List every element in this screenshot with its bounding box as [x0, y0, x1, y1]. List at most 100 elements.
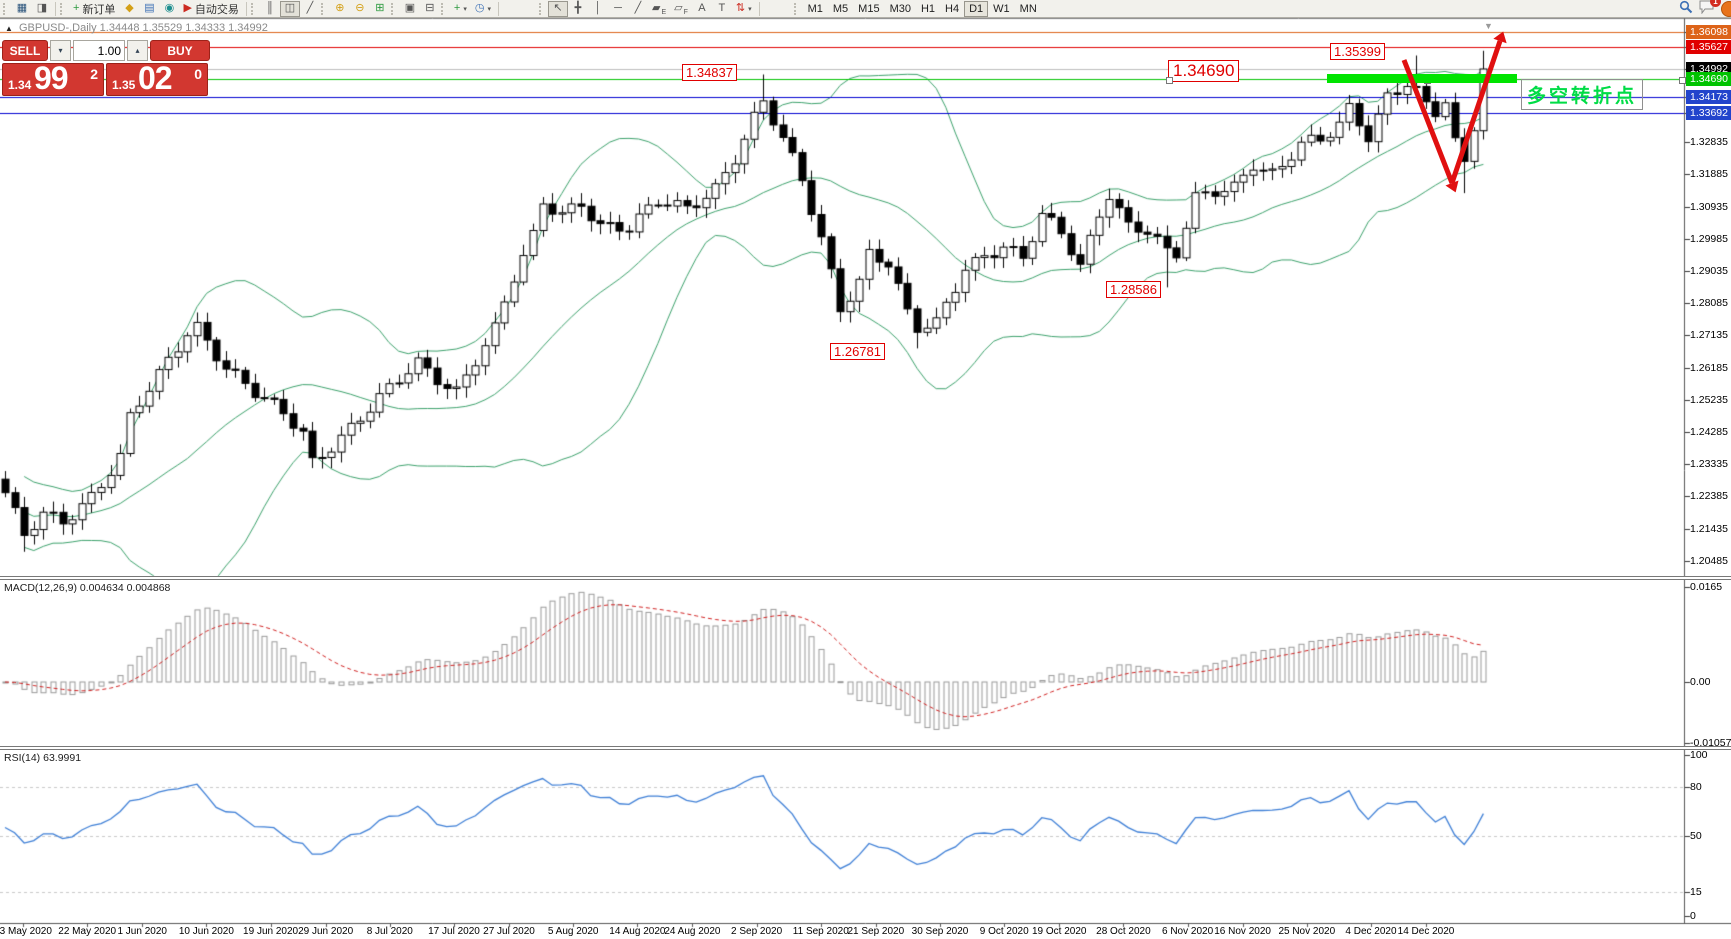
zoom-out-button[interactable]: ⊖: [350, 1, 370, 17]
timeframe-button-m1[interactable]: M1: [803, 1, 828, 17]
alerts-icon[interactable]: [1721, 1, 1731, 17]
toolbar-grip[interactable]: [320, 2, 327, 15]
sell-price-display[interactable]: 1.34 99 2: [2, 60, 104, 96]
text-tool-button[interactable]: A: [692, 1, 712, 17]
buy-price-display[interactable]: 1.35 02 0: [106, 60, 208, 96]
toolbar-group-indicators: + ▾ ◷ ▾: [440, 0, 495, 18]
toolbar-grip[interactable]: [440, 2, 447, 15]
date-axis-label: 16 Nov 2020: [1214, 926, 1271, 937]
rsi-pane-resize-handle[interactable]: [0, 746, 1731, 750]
level-price-axis-label: 1.34690: [1686, 72, 1731, 87]
rsi-axis-label: 50: [1690, 829, 1702, 842]
horizontal-line-tool-button[interactable]: ─: [608, 1, 628, 17]
horizontal-line-icon: ─: [614, 2, 622, 14]
crosshair-tool-button[interactable]: ╋: [568, 1, 588, 17]
bar-chart-button[interactable]: ║: [260, 1, 280, 17]
auto-trading-button[interactable]: ▶ 自动交易: [179, 1, 242, 17]
trendline-tool-button[interactable]: ╱: [628, 1, 648, 17]
timeframe-button-m5[interactable]: M5: [828, 1, 853, 17]
cascade-windows-button[interactable]: ▣: [400, 1, 420, 17]
signals-button[interactable]: ◉: [159, 1, 179, 17]
vertical-line-icon: │: [594, 2, 602, 14]
toolbar-grip[interactable]: [250, 2, 257, 15]
toolbar-grip[interactable]: [60, 2, 66, 15]
text-label-icon: T: [718, 2, 726, 14]
price-annotation-label[interactable]: 1.34837: [682, 64, 737, 81]
line-chart-button[interactable]: ╱: [300, 1, 320, 17]
equidistant-channel-tool-button[interactable]: ▰ E: [648, 1, 670, 17]
arrows-tool-button[interactable]: ⇅ ▾: [732, 1, 756, 17]
timeframe-button-w1[interactable]: W1: [988, 1, 1015, 17]
line-selection-handle[interactable]: [1166, 77, 1173, 84]
date-axis-label: 29 Jun 2020: [298, 926, 354, 937]
profiles-button[interactable]: ◨: [32, 1, 52, 17]
timeframe-button-h1[interactable]: H1: [916, 1, 940, 17]
arrows-icon: ⇅: [735, 2, 746, 14]
text-label-tool-button[interactable]: T: [712, 1, 732, 17]
buy-price-main: 1.35: [112, 78, 136, 92]
vertical-line-tool-button[interactable]: │: [588, 1, 608, 17]
price-axis-tick-label: 1.20485: [1690, 554, 1728, 567]
macd-pane-resize-handle[interactable]: [0, 576, 1731, 580]
metaeditor-button[interactable]: ◆: [119, 1, 139, 17]
toolbar-group-arrange: ▣ ⊟: [390, 0, 440, 18]
price-axis-tick-label: 1.24285: [1690, 425, 1728, 438]
cursor-tool-button[interactable]: ↖: [547, 0, 568, 17]
price-annotation-label[interactable]: 1.35399: [1330, 43, 1385, 60]
crosshair-icon: ╋: [574, 2, 582, 14]
chevron-down-icon: ▾: [463, 5, 467, 13]
note-text-label[interactable]: 多空转折点: [1521, 79, 1644, 110]
notifications-button[interactable]: 1: [1699, 0, 1721, 19]
timeframe-button-mn[interactable]: MN: [1015, 1, 1042, 17]
timeframe-button-m30[interactable]: M30: [885, 1, 916, 17]
price-annotation-label[interactable]: 1.26781: [830, 343, 885, 360]
market-watch-button[interactable]: ▤: [139, 1, 159, 17]
buy-button[interactable]: BUY: [150, 40, 210, 61]
text-icon: A: [698, 2, 706, 14]
volume-decrease-button[interactable]: ▾: [50, 40, 71, 61]
volume-increase-button[interactable]: ▴: [127, 40, 148, 61]
level-price-axis-label: 1.35627: [1686, 40, 1731, 55]
price-annotation-label[interactable]: 1.28586: [1106, 281, 1161, 298]
price-annotation-label[interactable]: 1.34690: [1168, 60, 1240, 82]
toolbar-group-chart-type: ║ ◫ ╱: [250, 0, 320, 18]
timeframe-button-h4[interactable]: H4: [940, 1, 964, 17]
search-button[interactable]: [1679, 0, 1693, 19]
toolbar-grip[interactable]: [3, 2, 9, 15]
price-axis-tick-label: 1.27135: [1690, 329, 1728, 342]
new-order-button[interactable]: + 新订单: [69, 1, 119, 17]
timeframe-button-m15[interactable]: M15: [853, 1, 884, 17]
fibonacci-icon: ▱: [674, 2, 683, 14]
cursor-icon: ↖: [553, 2, 563, 14]
tile-horizontally-button[interactable]: ⊟: [420, 1, 440, 17]
v-reversal-arrow[interactable]: [1392, 29, 1514, 197]
add-indicator-button[interactable]: + ▾: [450, 1, 471, 17]
line-selection-handle[interactable]: [1679, 77, 1686, 84]
toolbar-grip[interactable]: [538, 2, 545, 15]
fibonacci-tool-button[interactable]: ▱ F: [670, 1, 692, 17]
macd-axis-label: 0.00: [1690, 676, 1711, 688]
timeframe-button-d1[interactable]: D1: [964, 0, 989, 17]
zoom-in-button[interactable]: ⊕: [330, 1, 350, 17]
toolbar-separator: [758, 1, 760, 16]
sell-price-big-digits: 99: [34, 60, 69, 96]
date-axis-label: 10 Jun 2020: [178, 926, 234, 937]
tile-windows-button[interactable]: ⊞: [370, 1, 390, 17]
new-chart-button[interactable]: ▦: [12, 1, 32, 17]
rsi-axis-label: 80: [1690, 781, 1702, 794]
price-axis-tick-label: 1.29985: [1690, 232, 1728, 245]
sell-button[interactable]: SELL: [2, 40, 48, 61]
period-button[interactable]: ◷ ▾: [471, 1, 495, 17]
toolbar-grip[interactable]: [390, 2, 397, 15]
price-axis-tick-label: 1.29035: [1690, 264, 1728, 277]
date-axis-label: 24 Aug 2020: [664, 926, 721, 937]
auto-trading-label: 自动交易: [194, 3, 239, 16]
toolbar-grip[interactable]: [793, 2, 800, 15]
volume-input[interactable]: [73, 40, 125, 61]
date-axis-label: 5 Aug 2020: [547, 926, 599, 937]
timeframe-toolbar: M1 M5 M15 M30 H1 H4 D1 W1 MN: [793, 0, 1042, 18]
candlestick-chart-button[interactable]: ◫: [279, 0, 300, 17]
support-highlight-bar[interactable]: [1327, 74, 1517, 83]
tile-horizontally-icon: ⊟: [425, 2, 435, 14]
